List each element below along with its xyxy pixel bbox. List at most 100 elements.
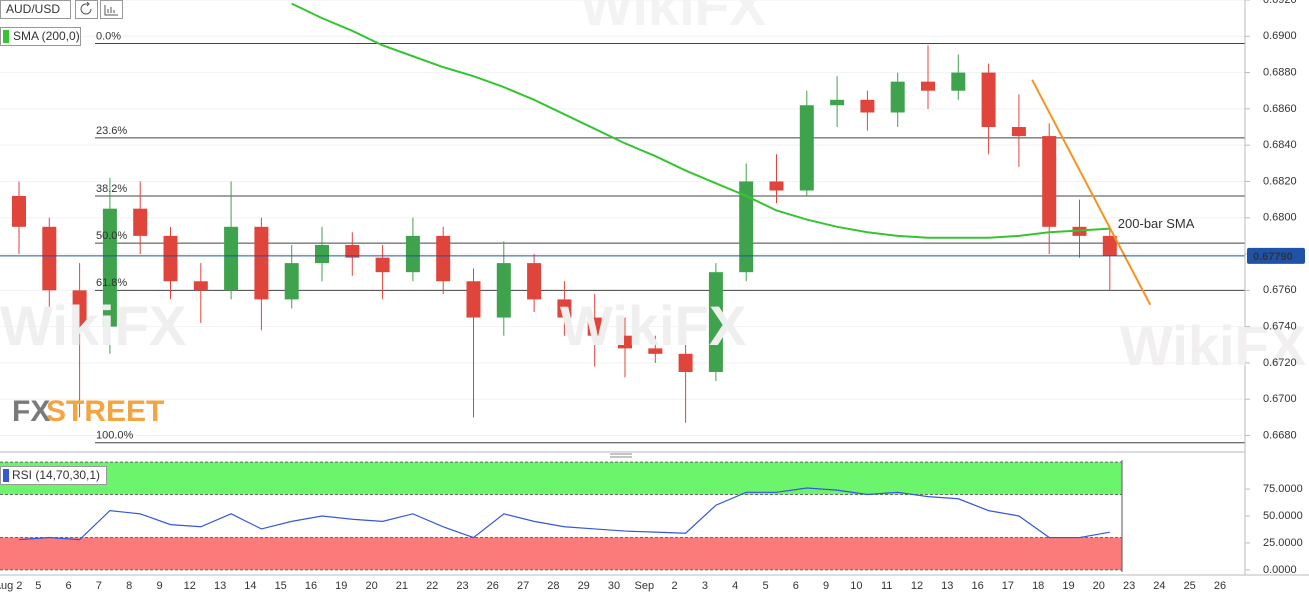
rsi-title: RSI (14,70,30,1) [12,468,100,482]
y-tick-label: 0.6880 [1263,66,1297,78]
x-tick-label: 5 [35,580,41,592]
candle-body [708,272,723,372]
indicator-icon [104,5,118,16]
candle-body [557,299,572,318]
trendline [1031,79,1152,306]
x-tick-label: 20 [365,580,377,592]
watermark: WikiFX [580,0,766,37]
x-tick-label: 18 [1032,580,1044,592]
y-tick-label: 0.6680 [1263,429,1297,441]
x-tick-label: 23 [456,580,468,592]
y-tick-label: 0.6820 [1263,175,1297,187]
candle-body [102,208,117,327]
candle-body [981,72,996,128]
x-tick-label: 20 [1093,580,1105,592]
x-tick-label: 16 [971,580,983,592]
watermark: WikiFX [560,294,746,357]
candle-body [345,244,360,258]
rsi-line [18,487,1110,541]
candle-body [648,348,663,354]
candle-body [890,81,905,113]
x-tick-label: 13 [941,580,953,592]
watermark: WikiFX [1120,314,1306,377]
y-tick-label: 50.0000 [1263,510,1303,522]
x-tick-label: 6 [66,580,72,592]
x-tick-label: 26 [1214,580,1226,592]
candle-body [375,257,390,273]
candle-body [951,72,966,91]
x-tick-label: 4 [732,580,738,592]
candle-body [527,263,542,300]
x-tick-label: 24 [1153,580,1165,592]
candle-body [799,105,814,191]
x-tick-label: 12 [911,580,923,592]
x-tick-label: 14 [244,580,256,592]
symbol: AUD/USD [6,2,60,16]
x-tick-label: 11 [881,580,892,592]
candle-body [587,317,602,336]
x-tick-label: Sep [635,580,655,592]
candle-body [769,181,784,191]
refresh-button[interactable] [75,0,98,19]
x-tick-label: 27 [517,580,529,592]
candle-body [739,181,754,273]
candle-body [12,195,26,227]
candle-body [224,226,239,291]
y-tick-label: 0.6840 [1263,139,1297,151]
sma-label: 200-bar SMA [1118,216,1195,231]
x-tick-label: 15 [275,580,287,592]
fib-label: 0.0% [96,30,121,42]
y-tick-label: 25.0000 [1263,537,1303,549]
fib-label: 61.8% [96,277,127,289]
candle-body [830,99,845,106]
candle-body [860,99,875,113]
watermark: WikiFX [0,294,186,357]
x-tick-label: 29 [578,580,590,592]
fib-label: 50.0% [96,230,127,242]
symbol-box[interactable] [0,0,71,19]
candle-body [284,263,299,300]
candle-body [315,244,329,264]
x-tick-label: 6 [793,580,799,592]
x-tick-label: 19 [335,580,347,592]
y-tick-label: 0.6920 [1263,0,1297,6]
y-tick-label: 0.6860 [1263,103,1297,115]
x-tick-label: 8 [126,580,132,592]
x-tick-label: 17 [1002,580,1014,592]
candle-body [163,235,178,282]
candle-body [72,290,87,327]
y-tick-label: 0.6740 [1263,321,1297,333]
candle-body [618,335,632,349]
y-tick-label: 0.6700 [1263,393,1297,405]
rsi-band [0,462,1122,495]
x-tick-label: 13 [214,580,226,592]
x-tick-label: 12 [184,580,196,592]
x-tick-label: 25 [1184,580,1196,592]
x-tick-label: 30 [608,580,620,592]
last-price-label: 0.67790 [1253,251,1293,263]
x-tick-label: Aug 2 [0,580,22,592]
fib-label: 100.0% [96,430,134,442]
x-tick-label: 5 [762,580,768,592]
rsi-legend-swatch [3,469,9,482]
x-tick-label: 21 [396,580,408,592]
refresh-icon [80,1,92,15]
sma-line [291,2,1110,239]
logo-street: STREET [46,395,164,428]
candle-body [1042,136,1057,227]
candle-body [405,235,420,273]
y-tick-label: 0.6760 [1263,284,1297,296]
legend-box [0,27,81,46]
y-tick-label: 75.0000 [1263,483,1303,495]
fib-label: 38.2% [96,183,127,195]
x-tick-label: 22 [426,580,438,592]
candle-body [678,353,693,372]
last-price-box [1247,247,1305,264]
rsi-legend-box [0,466,107,485]
candle-body [921,81,935,91]
candle-body [496,263,511,318]
candle-body [1102,235,1117,256]
legend-label: SMA (200,0) [13,29,80,43]
candle-body [1011,127,1026,137]
